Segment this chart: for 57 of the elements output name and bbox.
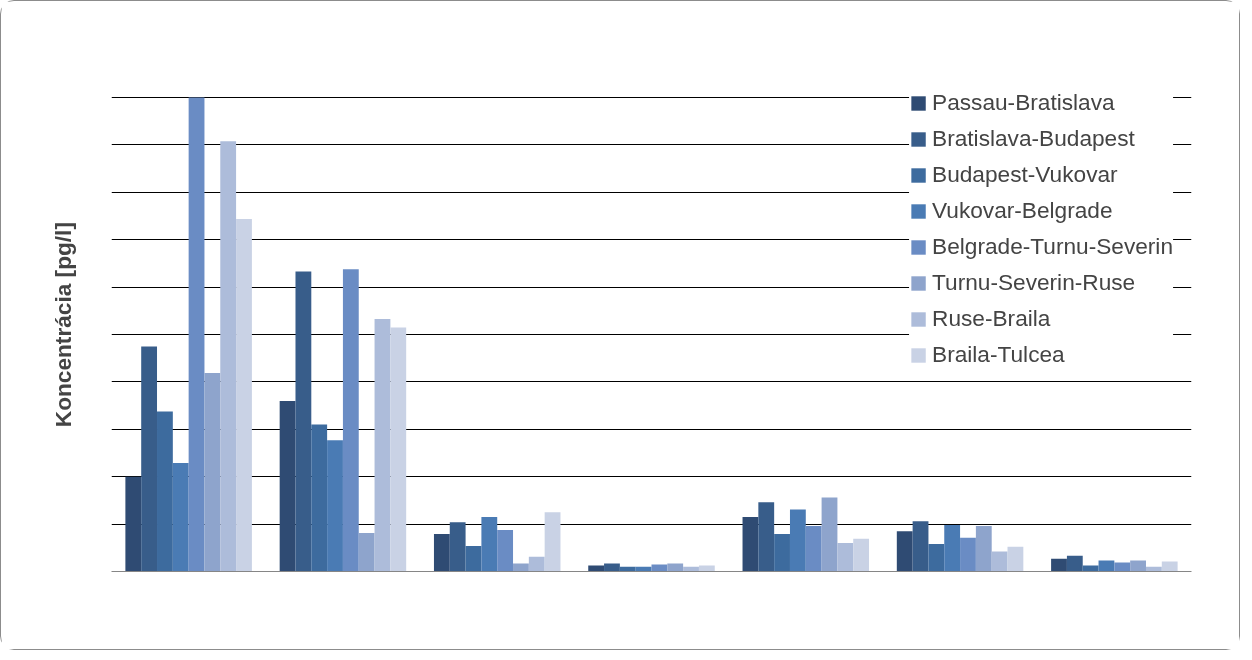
bar — [837, 543, 854, 572]
bar — [295, 271, 312, 572]
bar — [1130, 560, 1146, 572]
bar — [975, 526, 992, 572]
bar — [172, 462, 189, 572]
bar — [1007, 546, 1024, 572]
bar — [742, 517, 759, 572]
bar — [651, 564, 668, 572]
bar — [311, 424, 328, 572]
bar — [912, 521, 929, 572]
y-axis-title: Koncentrácia [pg/l] — [49, 222, 76, 428]
bar — [789, 509, 806, 572]
bar — [528, 556, 545, 572]
bar — [497, 530, 514, 572]
legend-label: Budapest-Vukovar — [932, 161, 1118, 188]
legend-label: Braila-Tulcea — [932, 341, 1065, 368]
bar — [928, 544, 945, 572]
bar — [604, 563, 620, 572]
legend-label: Ruse-Braila — [932, 305, 1051, 332]
bar — [374, 318, 391, 572]
bar — [544, 512, 561, 572]
legend-label: Belgrade-Turnu-Severin — [932, 233, 1173, 260]
legend-label: Turnu-Severin-Ruse — [932, 269, 1136, 296]
bar — [758, 502, 775, 572]
bar — [342, 269, 359, 572]
bar — [805, 526, 822, 572]
bar — [125, 476, 142, 572]
bar — [188, 97, 205, 572]
legend-label: Bratislava-Budapest — [932, 125, 1135, 152]
bar — [236, 218, 252, 572]
bar — [1051, 558, 1067, 572]
bar — [513, 563, 529, 572]
bar — [204, 372, 221, 572]
bar — [433, 534, 450, 572]
bar — [279, 400, 296, 572]
bar — [141, 346, 158, 572]
bar — [944, 525, 961, 572]
bar — [449, 522, 466, 572]
bar — [960, 537, 976, 572]
bar — [358, 533, 375, 572]
bar — [1161, 561, 1178, 572]
bar — [481, 517, 498, 572]
bar — [327, 440, 343, 572]
legend-label: Vukovar-Belgrade — [932, 197, 1113, 224]
legend-label: Passau-Bratislava — [932, 89, 1115, 116]
bar — [667, 563, 684, 572]
bar — [991, 551, 1008, 572]
bar — [1066, 555, 1083, 572]
bar — [157, 411, 173, 572]
bar — [465, 545, 482, 572]
bar — [774, 534, 790, 572]
bar — [1114, 562, 1131, 572]
bar — [853, 538, 870, 572]
bar — [390, 327, 407, 572]
bar — [896, 531, 913, 572]
bar — [821, 497, 838, 572]
bar — [220, 141, 237, 572]
